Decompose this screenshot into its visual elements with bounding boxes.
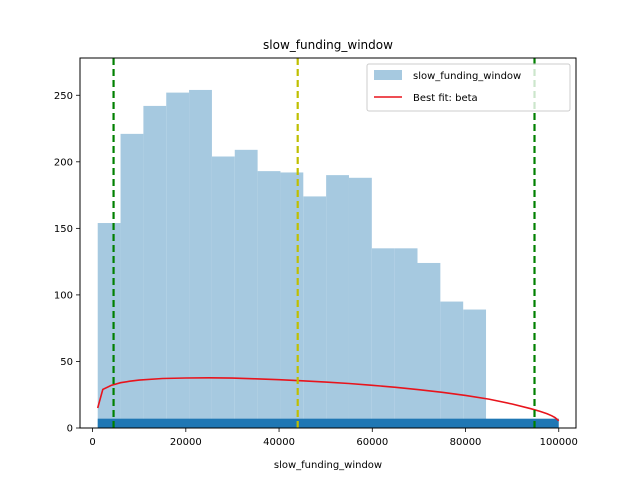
y-tick-label: 250 [54, 91, 73, 102]
rug-marks [97, 418, 559, 428]
histogram-bar [280, 172, 304, 428]
legend-swatch-histogram [374, 70, 402, 80]
y-tick-label: 50 [60, 357, 73, 368]
x-tick-label: 20000 [170, 437, 202, 448]
histogram-bar [440, 301, 464, 428]
histogram-bar [120, 133, 144, 428]
histogram-bar [97, 223, 121, 428]
x-axis-label: slow_funding_window [274, 460, 382, 471]
reference-lines [112, 58, 536, 428]
x-tick-label: 60000 [356, 437, 388, 448]
histogram-bars [97, 89, 487, 429]
legend: slow_funding_window Best fit: beta [366, 63, 571, 112]
chart-title: slow_funding_window [263, 38, 393, 52]
histogram-bar [348, 177, 372, 428]
y-tick-label: 150 [54, 224, 73, 235]
x-tick-label: 0 [89, 437, 95, 448]
plot-area [96, 58, 560, 429]
histogram-bar [326, 175, 349, 428]
legend-label-histogram: slow_funding_window [413, 71, 521, 82]
y-axis-ticks: 0 50 100 150 200 250 [54, 91, 80, 435]
histogram-bar [394, 248, 418, 428]
y-tick-label: 200 [54, 157, 73, 168]
x-tick-label: 80000 [450, 437, 482, 448]
x-axis-ticks: 0 20000 40000 60000 80000 100000 [89, 428, 578, 448]
x-tick-label: 100000 [540, 437, 578, 448]
histogram-bar [257, 171, 281, 428]
histogram-bar [371, 248, 395, 428]
x-tick-label: 40000 [263, 437, 295, 448]
histogram-bar [234, 149, 258, 428]
y-tick-label: 100 [54, 290, 73, 301]
histogram-bar [143, 105, 167, 428]
legend-label-best-fit: Best fit: beta [413, 93, 478, 104]
rug-strip [97, 418, 559, 428]
axes-frame [79, 57, 577, 429]
histogram-bar [211, 156, 235, 429]
histogram-bar [303, 196, 327, 428]
histogram-bar [417, 262, 441, 428]
histogram-bar [189, 89, 212, 428]
legend-box [366, 63, 571, 112]
y-tick-label: 0 [67, 424, 73, 435]
histogram-bar [463, 309, 487, 428]
histogram-bar [166, 92, 190, 429]
